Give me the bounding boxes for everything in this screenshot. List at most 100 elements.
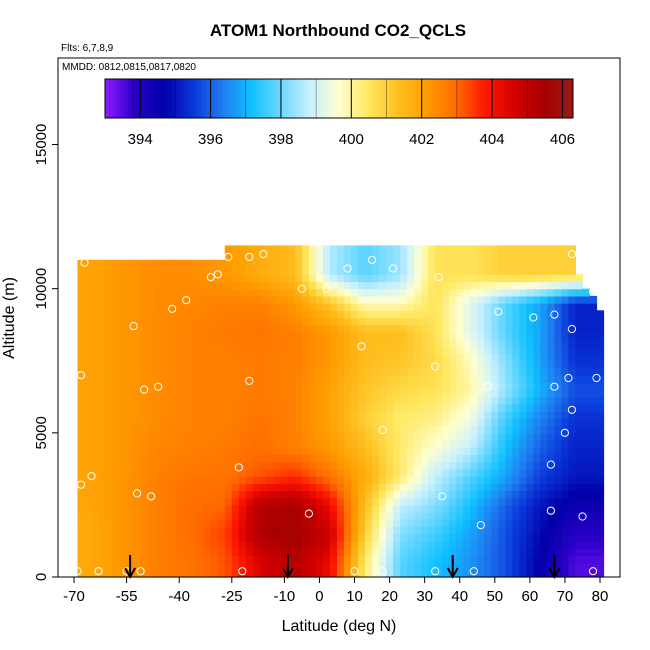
colorbar-segment	[171, 79, 176, 118]
heat-cell	[547, 303, 556, 311]
heat-cell	[252, 310, 261, 319]
heat-cell	[280, 331, 289, 340]
heat-cell	[414, 367, 422, 376]
heat-cell	[337, 519, 345, 528]
heat-cell	[484, 303, 492, 311]
heat-cell	[189, 375, 198, 383]
colorbar-segment	[179, 79, 184, 118]
heat-cell	[308, 476, 317, 484]
heat-cell	[463, 396, 471, 405]
heat-cell	[491, 346, 499, 355]
heat-cell	[154, 274, 163, 283]
heat-cell	[189, 353, 198, 362]
x-tick-label: 50	[486, 588, 503, 605]
heat-cell	[98, 353, 107, 362]
heat-cell	[421, 418, 429, 427]
heat-cell	[294, 483, 303, 492]
heat-cell	[231, 440, 240, 448]
heat-cell	[161, 324, 170, 333]
heat-cell	[91, 411, 100, 420]
heat-cell	[91, 425, 100, 434]
heat-cell	[568, 281, 577, 290]
heat-cell	[435, 389, 443, 398]
heat-cell	[154, 267, 163, 275]
heat-cell	[161, 425, 170, 434]
heat-cell	[386, 555, 394, 564]
heat-cell	[386, 425, 394, 434]
heat-cell	[533, 519, 541, 528]
heat-cell	[526, 324, 534, 333]
heat-cell	[505, 461, 513, 470]
heat-cell	[526, 533, 534, 542]
heat-cell	[365, 303, 373, 311]
heat-cell	[421, 331, 429, 340]
heat-cell	[294, 389, 303, 398]
heat-cell	[245, 418, 254, 427]
heat-cell	[477, 468, 485, 477]
heat-cell	[505, 519, 513, 528]
heat-cell	[498, 461, 506, 470]
heat-cell	[442, 490, 450, 499]
heat-cell	[161, 454, 170, 463]
heat-cell	[196, 267, 205, 275]
heat-cell	[435, 404, 443, 412]
heat-cell	[322, 324, 331, 333]
heat-cell	[196, 389, 205, 398]
heat-cell	[147, 303, 156, 311]
heat-cell	[259, 303, 268, 311]
heat-cell	[175, 404, 184, 412]
heat-cell	[301, 396, 310, 405]
heat-cell	[329, 454, 338, 463]
heat-cell	[126, 512, 135, 520]
sample-point	[259, 250, 268, 259]
heat-cell	[435, 497, 443, 506]
heat-cell	[519, 404, 527, 412]
heat-cell	[119, 476, 128, 484]
heat-cell	[491, 555, 499, 564]
heat-cell	[554, 454, 563, 463]
heat-cell	[372, 267, 380, 275]
heat-cell	[308, 569, 317, 578]
heat-cell	[449, 267, 457, 275]
heat-cell	[84, 461, 93, 470]
heat-cell	[519, 418, 527, 427]
heat-cell	[119, 411, 128, 420]
heat-cell	[519, 375, 527, 383]
heat-cell	[140, 288, 149, 297]
heat-cell	[126, 310, 135, 319]
heat-cell	[491, 360, 499, 369]
colorbar-segment	[502, 79, 508, 118]
heat-cell	[526, 274, 534, 283]
heat-cell	[519, 548, 527, 556]
heat-cell	[575, 411, 584, 420]
heat-cell	[154, 490, 163, 499]
heat-cell	[322, 360, 331, 369]
heat-cell	[189, 519, 198, 528]
heat-cell	[91, 331, 100, 340]
heat-cell	[231, 375, 240, 383]
heat-cell	[84, 490, 93, 499]
heat-cell	[112, 404, 121, 412]
heat-cell	[238, 281, 247, 290]
heat-cell	[407, 353, 415, 362]
heat-cell	[358, 425, 366, 434]
heat-cell	[372, 432, 380, 441]
heat-cell	[182, 281, 191, 290]
heat-cell	[414, 404, 422, 412]
heat-cell	[344, 425, 352, 434]
heat-cell	[259, 396, 268, 405]
heat-cell	[245, 281, 254, 290]
heat-cell	[414, 411, 422, 420]
heat-cell	[245, 367, 254, 376]
heat-cell	[133, 548, 142, 556]
heat-cell	[112, 389, 121, 398]
heat-cell	[519, 346, 527, 355]
heat-cell	[84, 540, 93, 549]
heat-cell	[308, 317, 317, 326]
heat-cell	[456, 533, 464, 542]
heat-cell	[294, 339, 303, 347]
heat-cell	[245, 425, 254, 434]
heat-cell	[337, 504, 345, 513]
heat-cell	[308, 367, 317, 376]
heat-cell	[259, 375, 268, 383]
